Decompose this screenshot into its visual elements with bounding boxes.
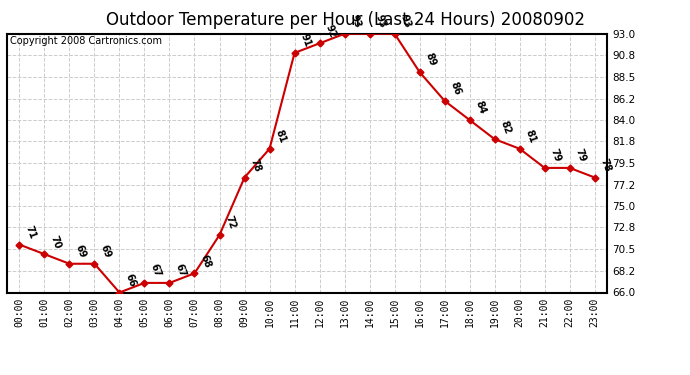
Text: 93: 93 (348, 13, 363, 30)
Text: 68: 68 (199, 253, 213, 269)
Text: 78: 78 (248, 157, 263, 173)
Text: 69: 69 (99, 243, 112, 260)
Text: 71: 71 (23, 224, 37, 240)
Text: 93: 93 (374, 13, 388, 30)
Text: 81: 81 (524, 128, 538, 145)
Text: 66: 66 (124, 272, 137, 288)
Text: 79: 79 (574, 148, 588, 164)
Text: Copyright 2008 Cartronics.com: Copyright 2008 Cartronics.com (10, 36, 162, 46)
Text: 70: 70 (48, 234, 63, 250)
Text: 84: 84 (474, 100, 488, 116)
Text: 67: 67 (148, 262, 163, 279)
Text: 89: 89 (424, 52, 438, 68)
Text: 78: 78 (599, 157, 613, 173)
Text: 81: 81 (274, 128, 288, 145)
Text: 69: 69 (74, 243, 88, 260)
Text: 93: 93 (399, 13, 413, 30)
Text: 91: 91 (299, 33, 313, 49)
Text: 72: 72 (224, 215, 237, 231)
Text: 86: 86 (448, 81, 463, 97)
Text: Outdoor Temperature per Hour (Last 24 Hours) 20080902: Outdoor Temperature per Hour (Last 24 Ho… (106, 11, 584, 29)
Text: 67: 67 (174, 262, 188, 279)
Text: 92: 92 (324, 23, 337, 39)
Text: 79: 79 (549, 148, 563, 164)
Text: 82: 82 (499, 119, 513, 135)
